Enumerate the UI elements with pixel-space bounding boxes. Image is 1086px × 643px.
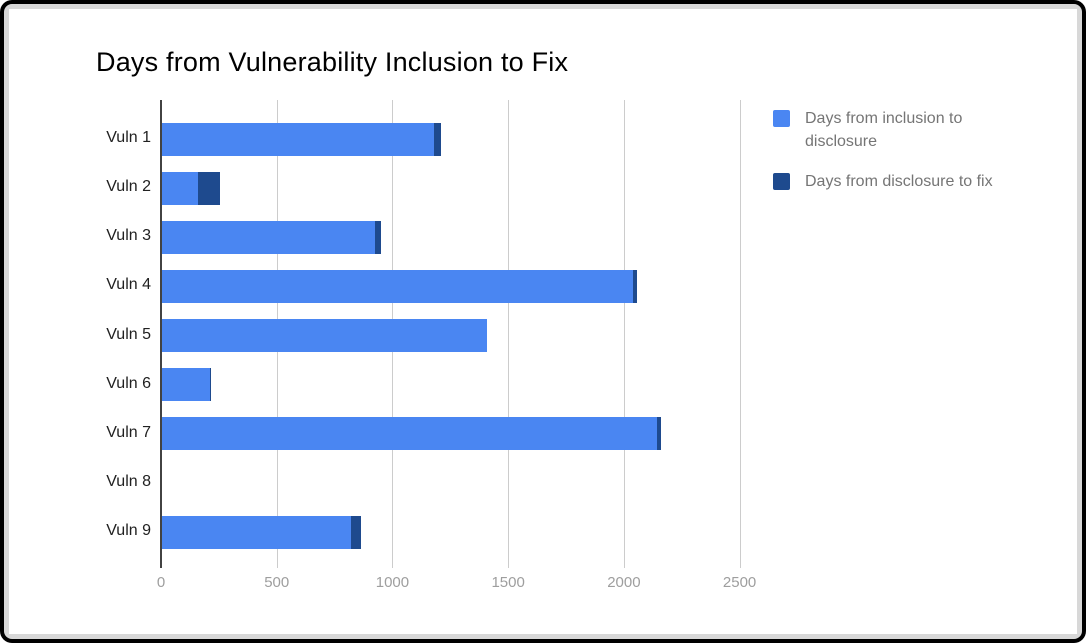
bar-row [161,122,442,156]
x-tick-label: 2000 [607,574,641,591]
category-label: Vuln 5 [106,325,151,343]
legend-swatch-icon [773,110,790,127]
plot-area: 0 500 1000 1500 2000 2500 Vuln 1 Vuln 2 Vuln 3 Vu… [9,9,1077,634]
bar-segment-inclusion-to-disclosure [161,515,351,549]
bar-segment-inclusion-to-disclosure [161,368,210,402]
legend-label: Days from inclusion to disclosure [805,110,963,150]
x-axis-baseline [160,100,162,568]
bar-segment-disclosure-to-fix [375,220,381,254]
chart-title: Days from Vulnerability Inclusion to Fix [96,47,569,77]
x-tick-label: 1500 [491,574,525,591]
category-label: Vuln 8 [106,472,151,490]
legend-item: Days from disclosure to fix [773,170,1010,193]
category-label: Vuln 9 [106,522,151,539]
bar-segment-inclusion-to-disclosure [161,220,376,254]
chart-canvas: Days from Vulnerability Inclusion to Fix… [9,9,1077,634]
legend-item: Days from inclusion to disclosure [773,107,1010,153]
bar-segment-inclusion-to-disclosure [161,122,435,156]
bar-row [161,220,381,254]
x-tick-label: 500 [264,574,290,591]
category-label: Vuln 4 [106,276,151,294]
chart-mat: Days from Vulnerability Inclusion to Fix… [4,4,1082,639]
category-label: Vuln 6 [106,374,151,392]
x-tick-label: 0 [156,574,166,591]
legend-label: Days from disclosure to fix [805,173,993,190]
bar-segment-inclusion-to-disclosure [161,417,658,451]
bar-row [161,368,212,402]
bar-segment-disclosure-to-fix [198,171,220,205]
category-label: Vuln 3 [106,227,151,245]
bar-segment-inclusion-to-disclosure [161,319,488,352]
legend: Days from inclusion to disclosure Days fr… [773,107,1010,210]
bar-segment-disclosure-to-fix [434,122,442,156]
bar-row [161,515,361,549]
bar-segment-inclusion-to-disclosure [161,171,199,205]
x-gridline [508,100,510,568]
x-tick-label: 2500 [722,574,757,591]
bar-segment-inclusion-to-disclosure [161,269,634,303]
x-gridline [739,100,741,568]
bar-row [161,171,220,205]
bar-row [161,417,661,451]
legend-swatch-icon [773,173,790,190]
category-label: Vuln 7 [106,423,151,441]
x-tick-label: 1000 [375,574,410,591]
bar-segment-disclosure-to-fix [209,368,212,402]
category-label: Vuln 1 [106,129,151,146]
x-gridline [623,100,625,568]
bar-row [161,319,488,352]
bar-segment-disclosure-to-fix [633,269,637,303]
bar-segment-disclosure-to-fix [350,515,361,549]
bar-row [161,269,637,303]
category-label: Vuln 2 [106,178,151,196]
bar-segment-disclosure-to-fix [657,417,661,451]
